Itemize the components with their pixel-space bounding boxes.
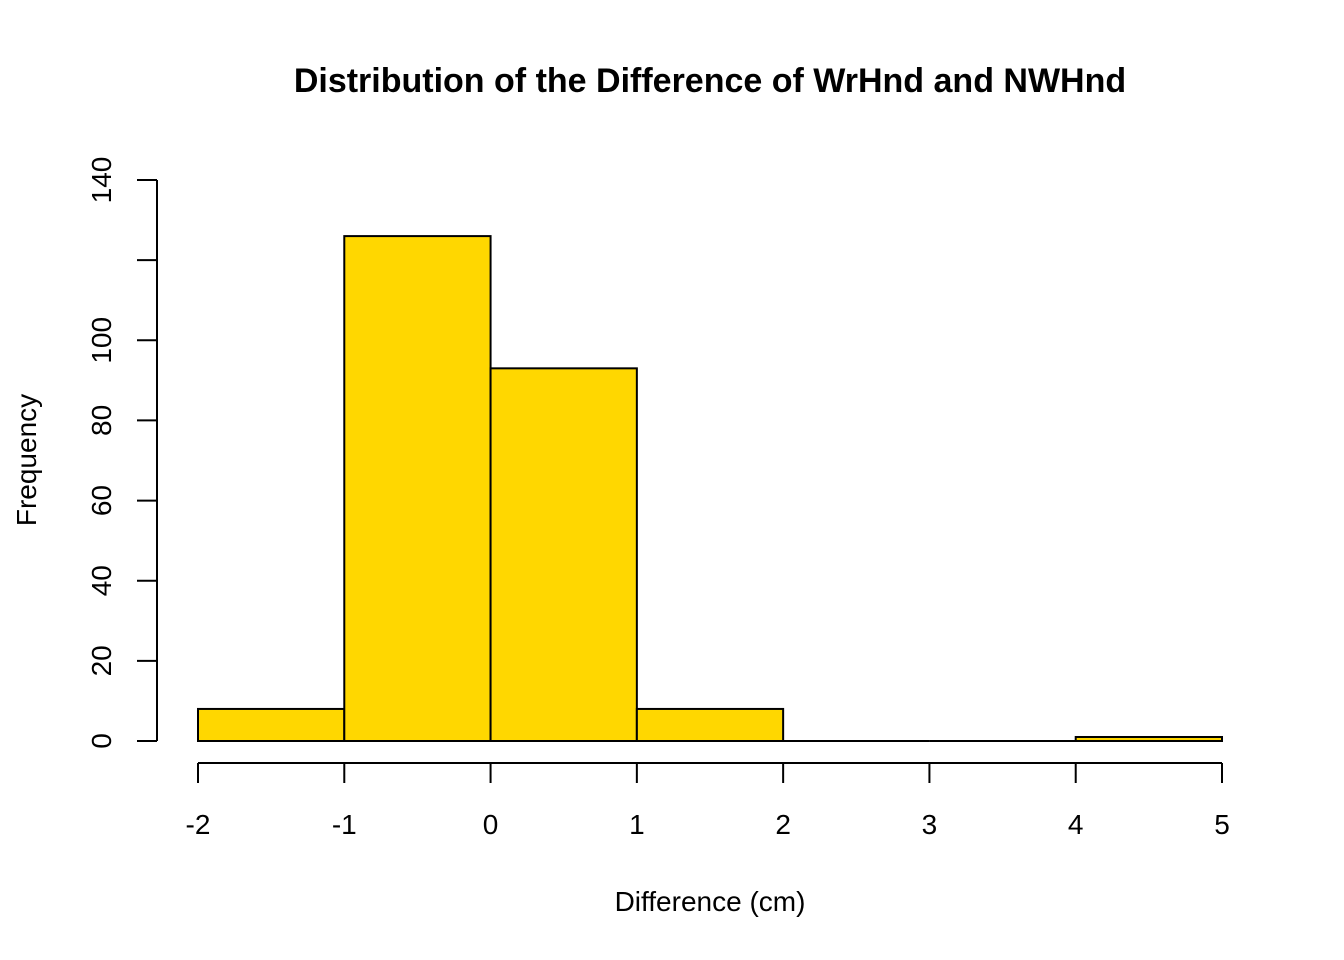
y-tick-label: 20 [86, 645, 117, 676]
x-tick-label: 4 [1068, 809, 1084, 840]
y-tick-label: 60 [86, 485, 117, 516]
x-tick-label: 0 [483, 809, 499, 840]
x-tick-label: 5 [1214, 809, 1230, 840]
y-tick-label: 100 [86, 317, 117, 364]
x-tick-label: 2 [775, 809, 791, 840]
chart-title: Distribution of the Difference of WrHnd … [294, 62, 1126, 100]
histogram-bar [343, 235, 492, 742]
x-tick-label: 1 [629, 809, 645, 840]
x-axis-label: Difference (cm) [615, 886, 806, 917]
y-tick-label: 0 [86, 733, 117, 749]
histogram-bar [197, 707, 346, 743]
x-axis: -2 -1 0 1 2 3 4 5 [186, 762, 1230, 840]
y-axis-label: Frequency [11, 394, 42, 526]
x-tick-label: 3 [922, 809, 938, 840]
histogram-bar [1074, 735, 1223, 743]
y-axis: 0 20 40 60 80 100 140 [86, 157, 158, 749]
histogram-bar [635, 707, 785, 743]
x-tick-label: -1 [332, 809, 357, 840]
x-tick-label: -2 [186, 809, 211, 840]
y-tick-label: 40 [86, 565, 117, 596]
y-tick-label: 80 [86, 405, 117, 436]
y-tick-label: 140 [86, 157, 117, 204]
bars-group [197, 235, 1223, 743]
histogram-bar [489, 367, 638, 742]
